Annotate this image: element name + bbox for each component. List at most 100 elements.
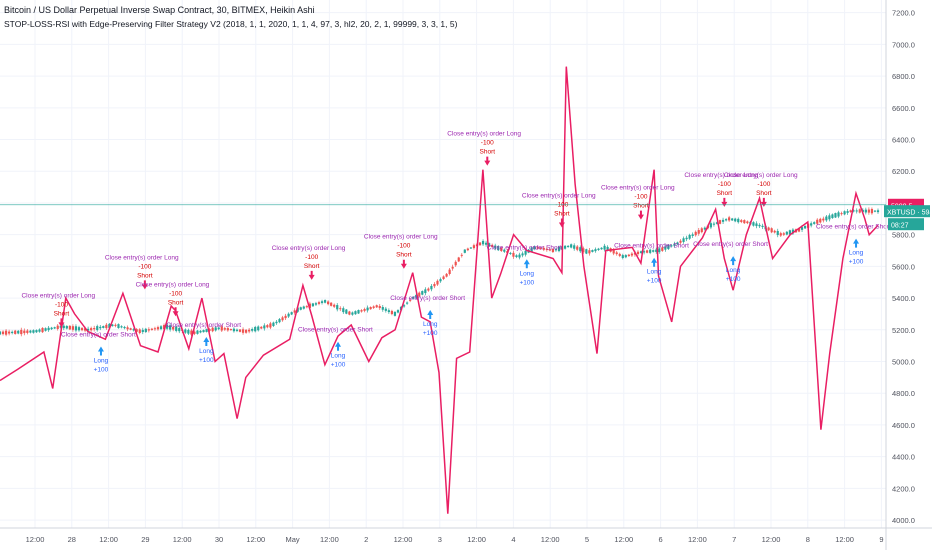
short-qty-label: -100 [397,243,410,250]
candle-body [639,251,643,253]
candle-body [214,327,217,331]
long-signal[interactable]: Long +100 Close entry(s) order Short [61,331,136,373]
candle-body [615,252,618,255]
short-label: Short [633,203,649,210]
candle-body [360,310,363,312]
candle-body [330,302,333,306]
candle-body [567,245,570,248]
candle-body [184,329,187,333]
candle-body [463,249,466,253]
short-signal[interactable]: Short -100 Close entry(s) order Long [447,131,521,166]
short-arrow-icon [172,307,179,317]
time-tick-label: 29 [141,535,149,544]
candle-body [375,305,378,308]
candle-body [724,219,728,221]
close-short-label: Close entry(s) order Short [816,224,891,231]
candle-body [80,328,84,331]
candle-body [235,329,239,331]
short-signal[interactable]: Short -100 Close entry(s) order Long [272,245,346,280]
candle-body [317,302,321,304]
candle-body [822,218,825,221]
time-tick-label: 30 [215,535,223,544]
candle-body [77,327,81,331]
candle-body [187,329,190,334]
candle-body [621,255,624,258]
candle-body [387,310,390,313]
long-signal[interactable]: Long +100 Close entry(s) order Short [487,244,562,286]
candle-body [11,331,14,334]
time-tick-label: 6 [659,535,663,544]
short-signal[interactable]: Short -100 Close entry(s) order Long [105,254,179,290]
candle-body [557,246,561,252]
short-signal[interactable]: Short -100 Close entry(s) order Long [136,281,210,317]
candle-body [241,329,245,333]
candle-body [74,326,78,331]
candle-body [244,329,248,333]
candle-body [585,249,588,254]
candle-body [44,328,47,331]
candle-body [655,249,658,252]
candle-body [819,218,822,223]
candle-body [667,244,670,250]
long-signal[interactable]: Long +100 Close entry(s) order Short [166,322,241,364]
candle-body [68,325,71,330]
long-signal[interactable]: Long +100 Close entry(s) order Short [298,327,373,369]
candle-body [846,211,849,213]
filter-line [0,66,879,514]
price-tick-label: 5400.0 [892,294,915,303]
short-arrow-icon [558,218,565,228]
candle-body [630,253,634,256]
short-label: Short [54,310,70,317]
candle-body [521,253,524,256]
candle-body [703,227,706,230]
time-tick-label: 12:00 [173,535,192,544]
candle-body [29,330,32,333]
short-signal[interactable]: Short -100 Close entry(s) order Long [21,292,96,328]
long-signal[interactable]: Long +100 Close entry(s) order Short [390,295,465,337]
candle-body [545,248,548,251]
candle-body [746,221,749,224]
candle-body [108,323,111,328]
short-label: Short [168,299,184,306]
price-tick-label: 4000.0 [892,516,915,525]
candle-body [293,310,296,313]
candle-body [563,245,567,249]
candle-body [837,212,840,217]
grid-layer [0,0,886,528]
candle-body [415,294,418,298]
long-signal[interactable]: Long +100 Close entry(s) order Short [816,224,891,266]
candle-body [263,325,266,329]
short-signal[interactable]: Short -100 Close entry(s) order Long [364,234,438,269]
short-signal[interactable]: Short -100 Close entry(s) order Long [724,172,798,207]
time-tick-label: 5 [585,535,589,544]
time-tick-label: 28 [68,535,76,544]
short-qty-label: -100 [55,301,68,308]
candle-body [843,211,846,215]
candle-body [17,330,20,334]
candle-body [715,222,719,224]
time-tick-label: 12:00 [688,535,707,544]
candle-body [296,307,299,312]
candle-body [147,329,150,331]
candle-body [62,325,65,329]
long-signal[interactable]: Long +100 Close entry(s) order Short [693,241,768,283]
time-tick-label: May [286,535,300,544]
short-qty-label: -100 [305,254,318,261]
price-tick-label: 4200.0 [892,484,915,493]
candle-body [193,331,196,334]
price-tick-label: 6800.0 [892,72,915,81]
long-signal[interactable]: Long +100 Close entry(s) order Short [614,243,689,285]
candle-body [169,325,172,330]
short-signal[interactable]: Short -100 Close entry(s) order Long [684,172,758,207]
close-short-label: Close entry(s) order Short [693,241,768,248]
candle-body [488,243,491,247]
short-signal[interactable]: Short -100 Close entry(s) order Long [601,185,675,220]
candle-body [718,220,722,224]
long-label: Long [423,321,438,328]
candle-body [840,213,843,215]
candle-body [339,308,342,310]
candle-body [831,214,834,219]
